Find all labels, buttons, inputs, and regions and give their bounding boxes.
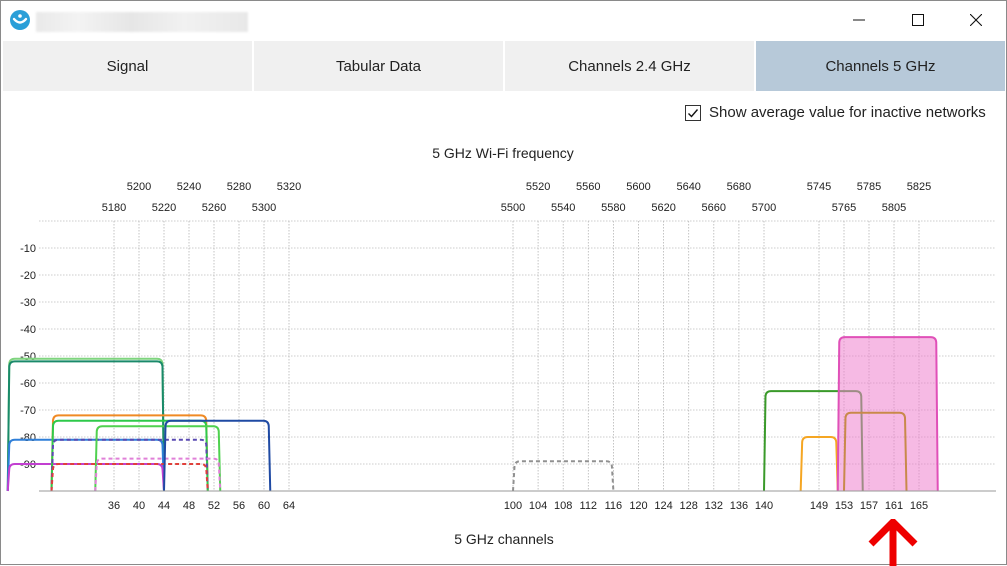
y-tick-label: -10 — [20, 243, 36, 255]
show-average-option[interactable]: Show average value for inactive networks — [685, 104, 986, 121]
frequency-label: 5280 — [227, 181, 251, 193]
tab-channels-5-ghz[interactable]: Channels 5 GHz — [756, 41, 1005, 91]
frequency-label: 5180 — [102, 202, 126, 214]
frequency-label: 5700 — [752, 202, 776, 214]
network-signal-curve — [50, 419, 209, 492]
y-tick-label: -80 — [20, 432, 36, 444]
checkmark-icon — [688, 108, 699, 118]
close-icon — [970, 14, 982, 26]
frequency-label: 5660 — [702, 202, 726, 214]
minimize-button[interactable] — [831, 1, 887, 39]
x-tick-label: 132 — [705, 500, 723, 512]
maximize-icon — [912, 14, 924, 26]
frequency-label: 5580 — [601, 202, 625, 214]
frequency-label: 5200 — [127, 181, 151, 193]
x-tick-label: 157 — [860, 500, 878, 512]
x-tick-label: 161 — [885, 500, 903, 512]
network-signal-curve — [843, 411, 908, 492]
frequency-label: 5640 — [676, 181, 700, 193]
x-tick-label: 165 — [910, 500, 928, 512]
x-tick-label: 40 — [133, 500, 145, 512]
network-signal-curve — [50, 414, 209, 492]
x-tick-label: 149 — [810, 500, 828, 512]
app-logo-icon — [10, 10, 30, 30]
maximize-button[interactable] — [890, 1, 946, 39]
x-tick-label: 128 — [680, 500, 698, 512]
network-signal-curve — [6, 360, 165, 492]
x-tick-label: 124 — [654, 500, 672, 512]
network-signal-curve — [163, 419, 272, 492]
x-tick-label: 56 — [233, 500, 245, 512]
x-tick-label: 136 — [730, 500, 748, 512]
x-tick-label: 153 — [835, 500, 853, 512]
channel-chart: 5 GHz Wi-Fi frequency 5 GHz channels -10 -2… — [6, 145, 996, 547]
y-tick-label: -70 — [20, 405, 36, 417]
title-bar[interactable] — [1, 1, 1006, 39]
frequency-label: 5540 — [551, 202, 575, 214]
chart-title: 5 GHz Wi-Fi frequency — [432, 145, 574, 161]
x-tick-label: 100 — [504, 500, 522, 512]
frequency-label: 5765 — [832, 202, 856, 214]
network-signal-curve — [799, 436, 839, 492]
x-tick-label: 104 — [529, 500, 547, 512]
network-signal-curve — [50, 463, 209, 492]
frequency-label: 5300 — [252, 202, 276, 214]
frequency-label: 5260 — [202, 202, 226, 214]
network-signal-curve — [94, 457, 222, 492]
frequency-label: 5520 — [526, 181, 550, 193]
x-tick-label: 52 — [208, 500, 220, 512]
network-signal-curve — [94, 425, 222, 492]
window-title — [36, 12, 248, 32]
y-tick-label: -20 — [20, 270, 36, 282]
show-average-checkbox[interactable] — [685, 104, 701, 121]
tab-channels-2-4-ghz[interactable]: Channels 2.4 GHz — [505, 41, 754, 91]
network-signal-curve — [836, 336, 939, 492]
x-tick-label: 108 — [554, 500, 572, 512]
frequency-label: 5745 — [807, 181, 831, 193]
tab-bar: Signal Tabular Data Channels 2.4 GHz Cha… — [3, 41, 1005, 91]
show-average-label: Show average value for inactive networks — [709, 104, 986, 121]
y-tick-label: -60 — [20, 378, 36, 390]
red-arrow-annotation — [868, 519, 918, 566]
tab-tabular-data[interactable]: Tabular Data — [254, 41, 503, 91]
frequency-label: 5320 — [277, 181, 301, 193]
frequency-label: 5785 — [857, 181, 881, 193]
x-tick-label: 120 — [629, 500, 647, 512]
x-tick-label: 140 — [755, 500, 773, 512]
frequency-label: 5680 — [727, 181, 751, 193]
x-tick-label: 36 — [108, 500, 120, 512]
frequency-label: 5620 — [651, 202, 675, 214]
y-tick-label: -30 — [20, 297, 36, 309]
frequency-label: 5500 — [501, 202, 525, 214]
frequency-label: 5220 — [152, 202, 176, 214]
minimize-icon — [853, 19, 865, 21]
network-signal-curve — [6, 438, 165, 492]
frequency-label: 5805 — [882, 202, 906, 214]
x-axis-label: 5 GHz channels — [454, 531, 554, 547]
tab-signal[interactable]: Signal — [3, 41, 252, 91]
frequency-label: 5825 — [907, 181, 931, 193]
x-tick-label: 112 — [580, 500, 598, 512]
frequency-label: 5240 — [177, 181, 201, 193]
x-tick-label: 48 — [183, 500, 195, 512]
x-tick-label: 64 — [283, 500, 295, 512]
frequency-label: 5600 — [626, 181, 650, 193]
network-signal-curve — [6, 357, 165, 492]
frequency-label: 5560 — [576, 181, 600, 193]
network-signal-curve — [50, 438, 209, 492]
x-tick-label: 60 — [258, 500, 270, 512]
close-button[interactable] — [948, 1, 1004, 39]
x-tick-label: 44 — [158, 500, 170, 512]
y-tick-label: -50 — [20, 351, 36, 363]
y-tick-label: -40 — [20, 324, 36, 336]
x-tick-label: 116 — [605, 500, 623, 512]
